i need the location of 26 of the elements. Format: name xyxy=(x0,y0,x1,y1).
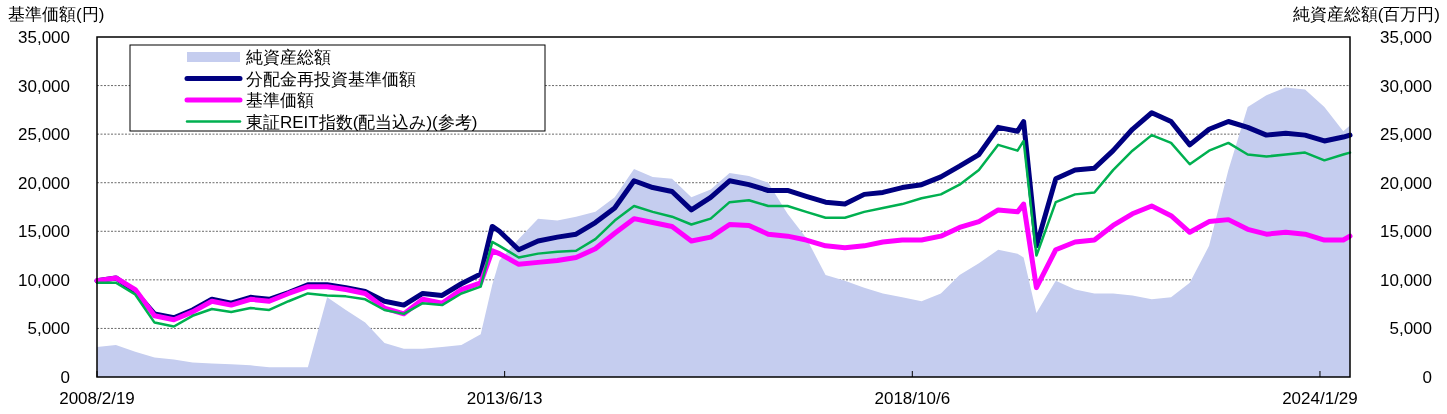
legend-label: 東証REIT指数(配当込み)(参考) xyxy=(246,112,478,132)
legend-label: 基準価額 xyxy=(246,91,314,110)
y2-tick-label: 15,000 xyxy=(1380,222,1432,242)
y2-tick-label: 30,000 xyxy=(1380,76,1432,96)
y-tick-label: 30,000 xyxy=(18,76,70,96)
y-tick-label: 35,000 xyxy=(18,28,70,47)
y-tick-label: 0 xyxy=(60,368,70,387)
y-tick-label: 15,000 xyxy=(18,222,70,242)
y-tick-label: 10,000 xyxy=(18,270,70,290)
x-tick-label: 2013/6/13 xyxy=(466,389,543,408)
y-tick-label: 25,000 xyxy=(18,125,70,145)
y-tick-label: 5,000 xyxy=(27,319,70,339)
y2-tick-label: 20,000 xyxy=(1380,173,1432,193)
y2-axis-title: 純資産総額(百万円) xyxy=(1292,5,1440,24)
x-tick-label: 2018/10/6 xyxy=(874,389,951,408)
y-axis-title: 基準価額(円) xyxy=(8,5,105,24)
y2-tick-label: 0 xyxy=(1422,368,1432,387)
x-tick-label: 2024/1/29 xyxy=(1282,389,1358,408)
legend-label: 分配金再投資基準価額 xyxy=(246,69,416,89)
legend-label: 純資産総額 xyxy=(246,48,331,67)
y2-tick-label: 10,000 xyxy=(1380,270,1432,290)
y-tick-label: 20,000 xyxy=(18,173,70,193)
y2-tick-label: 35,000 xyxy=(1380,28,1432,47)
y2-tick-label: 25,000 xyxy=(1380,125,1432,145)
x-tick-label: 2008/2/19 xyxy=(59,389,135,408)
y2-tick-label: 5,000 xyxy=(1389,319,1432,339)
